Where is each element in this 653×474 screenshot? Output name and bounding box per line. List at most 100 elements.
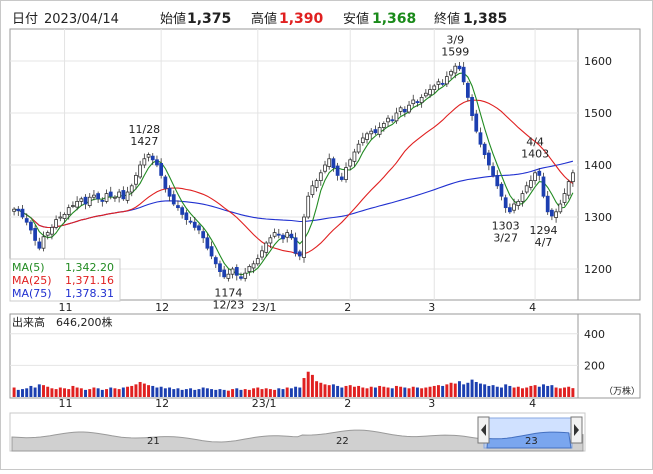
volume-bar [79,388,83,397]
volume-tick-label: 400 [584,328,605,341]
volume-bar [130,385,134,397]
volume-bar [319,382,323,397]
candle-body [121,190,126,200]
candle-body [71,205,75,207]
candle-body [550,209,554,217]
month-label: 4 [529,301,536,314]
low-value: 1,368 [372,11,416,27]
price-annotation: 3/9 [446,34,464,47]
price-annotation: 12/23 [213,299,245,312]
candle-body [184,212,189,220]
volume-bar [462,384,466,397]
close-value: 1,385 [463,11,507,27]
navigator-right-handle[interactable] [570,416,583,444]
volume-bar [243,389,247,397]
legend-ma25-value: 1,371.16 [65,274,114,287]
month-label: 11 [59,397,73,410]
price-tick-label: 1200 [584,263,612,276]
candle-body [444,76,449,85]
candle-body [566,181,571,196]
volume-bar [163,388,167,397]
volume-bar [121,387,125,397]
candle-body [499,183,504,197]
volume-bar [407,388,411,397]
volume-bar [310,374,314,397]
price-annotation: 1303 [492,219,520,232]
candle-body [482,143,487,155]
candle-body [318,172,323,182]
candle-body [461,66,466,83]
volume-bar [567,386,571,397]
candle-body [150,155,155,161]
candle-body [289,233,294,239]
candle-body [188,220,193,223]
candle-body [180,207,185,215]
candle-body [423,92,428,97]
volume-bar [109,387,113,397]
volume-bar [390,388,394,397]
candle-body [239,276,243,279]
legend-ma75-label: MA(75) [12,287,52,300]
candle-body [146,154,151,158]
volume-bar [323,384,327,397]
volume-bar [306,371,310,397]
volume-bar [420,388,424,397]
volume-bar [336,385,340,397]
candle-body [83,196,88,205]
candle-body [41,236,46,249]
candle-body [50,226,54,235]
candle-body [533,172,537,182]
candle-body [129,185,134,193]
volume-bar [142,383,146,397]
navigator-left-handle[interactable] [477,416,490,444]
candle-body [171,194,176,205]
volume-bar [117,389,121,397]
volume-bar [256,387,260,397]
volume-bar [226,390,230,397]
month-label: 12 [155,397,169,410]
candle-body [508,207,512,213]
volume-bar [500,387,503,397]
volume-bar [453,383,457,397]
candle-body [520,193,525,202]
candle-body [381,123,386,128]
candle-body [16,208,21,212]
candle-body [470,97,474,117]
month-label: 23/1 [252,301,277,314]
volume-bar [521,388,524,397]
candle-body [491,166,495,176]
volume-bar [260,389,264,397]
price-annotation: 4/7 [535,236,553,249]
volume-bar [168,387,172,397]
legend-ma75-value: 1,378.31 [65,287,114,300]
navigator-year-21: 21 [147,436,160,447]
volume-bar [180,389,184,397]
candle-body [197,225,201,231]
volume-bar [88,389,92,397]
volume-bar [441,385,445,397]
candle-body [226,273,231,279]
candle-body [205,237,210,249]
candle-body [365,133,369,140]
candle-body [159,163,164,176]
candle-body [554,211,558,218]
volume-bar [386,387,390,397]
candle-body [113,196,117,199]
volume-bar [487,385,491,397]
month-label: 2 [344,301,351,314]
volume-bar [159,386,163,397]
volume-bar [457,381,461,397]
volume-bar [151,385,155,397]
candle-body [516,200,521,206]
high-value: 1,390 [279,11,324,27]
candle-body [281,234,285,240]
candle-body [45,232,50,236]
candle-body [209,246,214,257]
volume-bar [58,387,62,397]
chevron-left-icon [481,424,486,436]
candle-body [394,112,399,122]
volume-bar [466,382,470,397]
high-label: 高値 [251,11,277,27]
volume-bar [176,388,180,397]
candle-body [352,151,357,162]
